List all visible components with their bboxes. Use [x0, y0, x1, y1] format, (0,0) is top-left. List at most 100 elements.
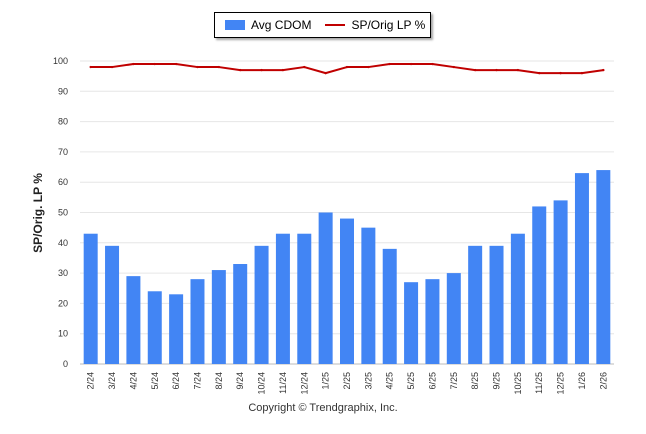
bar-series — [83, 170, 611, 364]
legend-item-avg-cdom[interactable]: Avg CDOM — [215, 18, 311, 32]
legend-item-sp-orig[interactable]: SP/Orig LP % — [311, 18, 425, 32]
bar-3-24 — [105, 245, 120, 364]
x-tick-label: 6/24 — [171, 372, 181, 390]
line-point-12-25 — [559, 71, 562, 75]
y-axis-label: SP/Orig. LP % — [31, 173, 45, 253]
line-point-6-24 — [174, 62, 178, 66]
y-tick-label: 60 — [58, 177, 68, 187]
bar-9-25 — [489, 245, 504, 364]
x-tick-label: 12/24 — [299, 372, 309, 395]
bar-2-24 — [83, 233, 98, 364]
y-tick-label: 50 — [58, 208, 68, 218]
bar-10-25 — [510, 233, 525, 364]
bar-4-24 — [126, 276, 141, 364]
bar-8-24 — [211, 270, 226, 364]
bar-9-24 — [233, 264, 248, 364]
line-point-7-24 — [196, 65, 199, 69]
x-tick-label: 5/24 — [150, 372, 160, 390]
bar-2-25 — [340, 218, 354, 364]
line-point-11-24 — [281, 68, 285, 72]
bar-11-25 — [532, 206, 547, 364]
x-tick-label: 11/24 — [278, 372, 288, 394]
line-point-2-24 — [89, 65, 92, 69]
x-tick-label: 9/25 — [492, 372, 502, 390]
x-tick-label: 4/25 — [385, 372, 395, 390]
line-point-5-25 — [409, 62, 413, 66]
y-tick-label: 10 — [58, 329, 68, 339]
bar-4-25 — [382, 248, 397, 364]
line-point-2-26 — [602, 68, 605, 72]
y-axis-ticks: 0 10 20 30 40 50 60 70 80 90 100 — [53, 56, 68, 369]
line-point-10-25 — [516, 68, 520, 72]
legend: Avg CDOM SP/Orig LP % — [214, 12, 431, 38]
legend-label-avg-cdom: Avg CDOM — [251, 18, 312, 32]
x-tick-label: 12/25 — [556, 372, 566, 395]
line-series — [89, 62, 605, 75]
x-tick-label: 7/24 — [192, 372, 202, 390]
y-tick-label: 80 — [58, 117, 68, 127]
line-point-4-25 — [388, 62, 391, 66]
bar-12-25 — [553, 200, 568, 364]
line-point-9-24 — [239, 68, 242, 72]
y-tick-label: 20 — [58, 298, 68, 308]
line-point-12-24 — [303, 65, 306, 69]
legend-label-sp-orig: SP/Orig LP % — [351, 18, 426, 32]
line-point-4-24 — [132, 62, 135, 66]
sp-orig-line — [90, 63, 604, 75]
line-point-7-25 — [452, 65, 455, 69]
y-tick-label: 70 — [58, 147, 68, 157]
x-tick-label: 1/25 — [321, 372, 331, 390]
x-tick-label: 10/25 — [513, 372, 523, 395]
legend-swatch-bar — [225, 20, 245, 30]
line-point-10-24 — [260, 68, 263, 72]
x-tick-label: 5/25 — [406, 372, 416, 390]
line-point-3-24 — [110, 65, 114, 69]
x-tick-label: 2/26 — [598, 372, 608, 390]
y-tick-label: 100 — [53, 56, 68, 66]
y-tick-label: 90 — [58, 86, 68, 96]
x-tick-label: 9/24 — [235, 372, 245, 390]
bar-7-25 — [446, 273, 461, 364]
bar-5-25 — [404, 282, 419, 364]
bar-5-24 — [147, 291, 162, 364]
bar-7-24 — [190, 279, 205, 364]
line-point-3-25 — [367, 65, 370, 69]
line-point-8-25 — [473, 68, 477, 72]
x-tick-label: 8/25 — [470, 372, 480, 390]
x-tick-label: 2/25 — [342, 372, 352, 390]
x-tick-label: 1/26 — [577, 372, 587, 390]
bar-6-24 — [169, 294, 184, 364]
bar-1-25 — [318, 212, 333, 364]
line-point-8-24 — [217, 65, 221, 69]
bar-8-25 — [468, 245, 483, 364]
x-tick-label: 3/25 — [363, 372, 373, 390]
x-tick-label: 11/25 — [534, 372, 544, 394]
x-tick-label: 8/24 — [214, 372, 224, 390]
line-point-6-25 — [431, 62, 434, 66]
line-point-9-25 — [495, 68, 498, 72]
x-axis-ticks: 2/24 3/24 4/24 5/24 6/24 7/24 8/24 9/24 10/24 11/… — [86, 372, 609, 395]
y-tick-label: 0 — [63, 359, 68, 369]
y-tick-label: 30 — [58, 268, 68, 278]
bar-11-24 — [275, 233, 290, 364]
line-point-11-25 — [538, 71, 541, 75]
line-point-1-25 — [324, 71, 327, 75]
x-tick-label: 7/25 — [449, 372, 459, 390]
line-point-1-26 — [580, 71, 584, 75]
line-point-5-24 — [153, 62, 156, 66]
bar-3-25 — [361, 227, 376, 364]
bar-2-26 — [596, 170, 611, 364]
x-tick-label: 10/24 — [257, 372, 267, 395]
bar-1-26 — [574, 173, 589, 364]
x-tick-label: 2/24 — [86, 372, 96, 390]
bar-10-24 — [254, 245, 269, 364]
x-tick-label: 6/25 — [427, 372, 437, 390]
x-tick-label: 4/24 — [128, 372, 138, 390]
line-point-2-25 — [345, 65, 349, 69]
legend-swatch-line — [325, 24, 346, 26]
bar-6-25 — [425, 279, 440, 364]
bar-12-24 — [297, 233, 312, 364]
y-tick-label: 40 — [58, 238, 68, 248]
copyright-footer: Copyright © Trendgraphix, Inc. — [248, 402, 398, 414]
